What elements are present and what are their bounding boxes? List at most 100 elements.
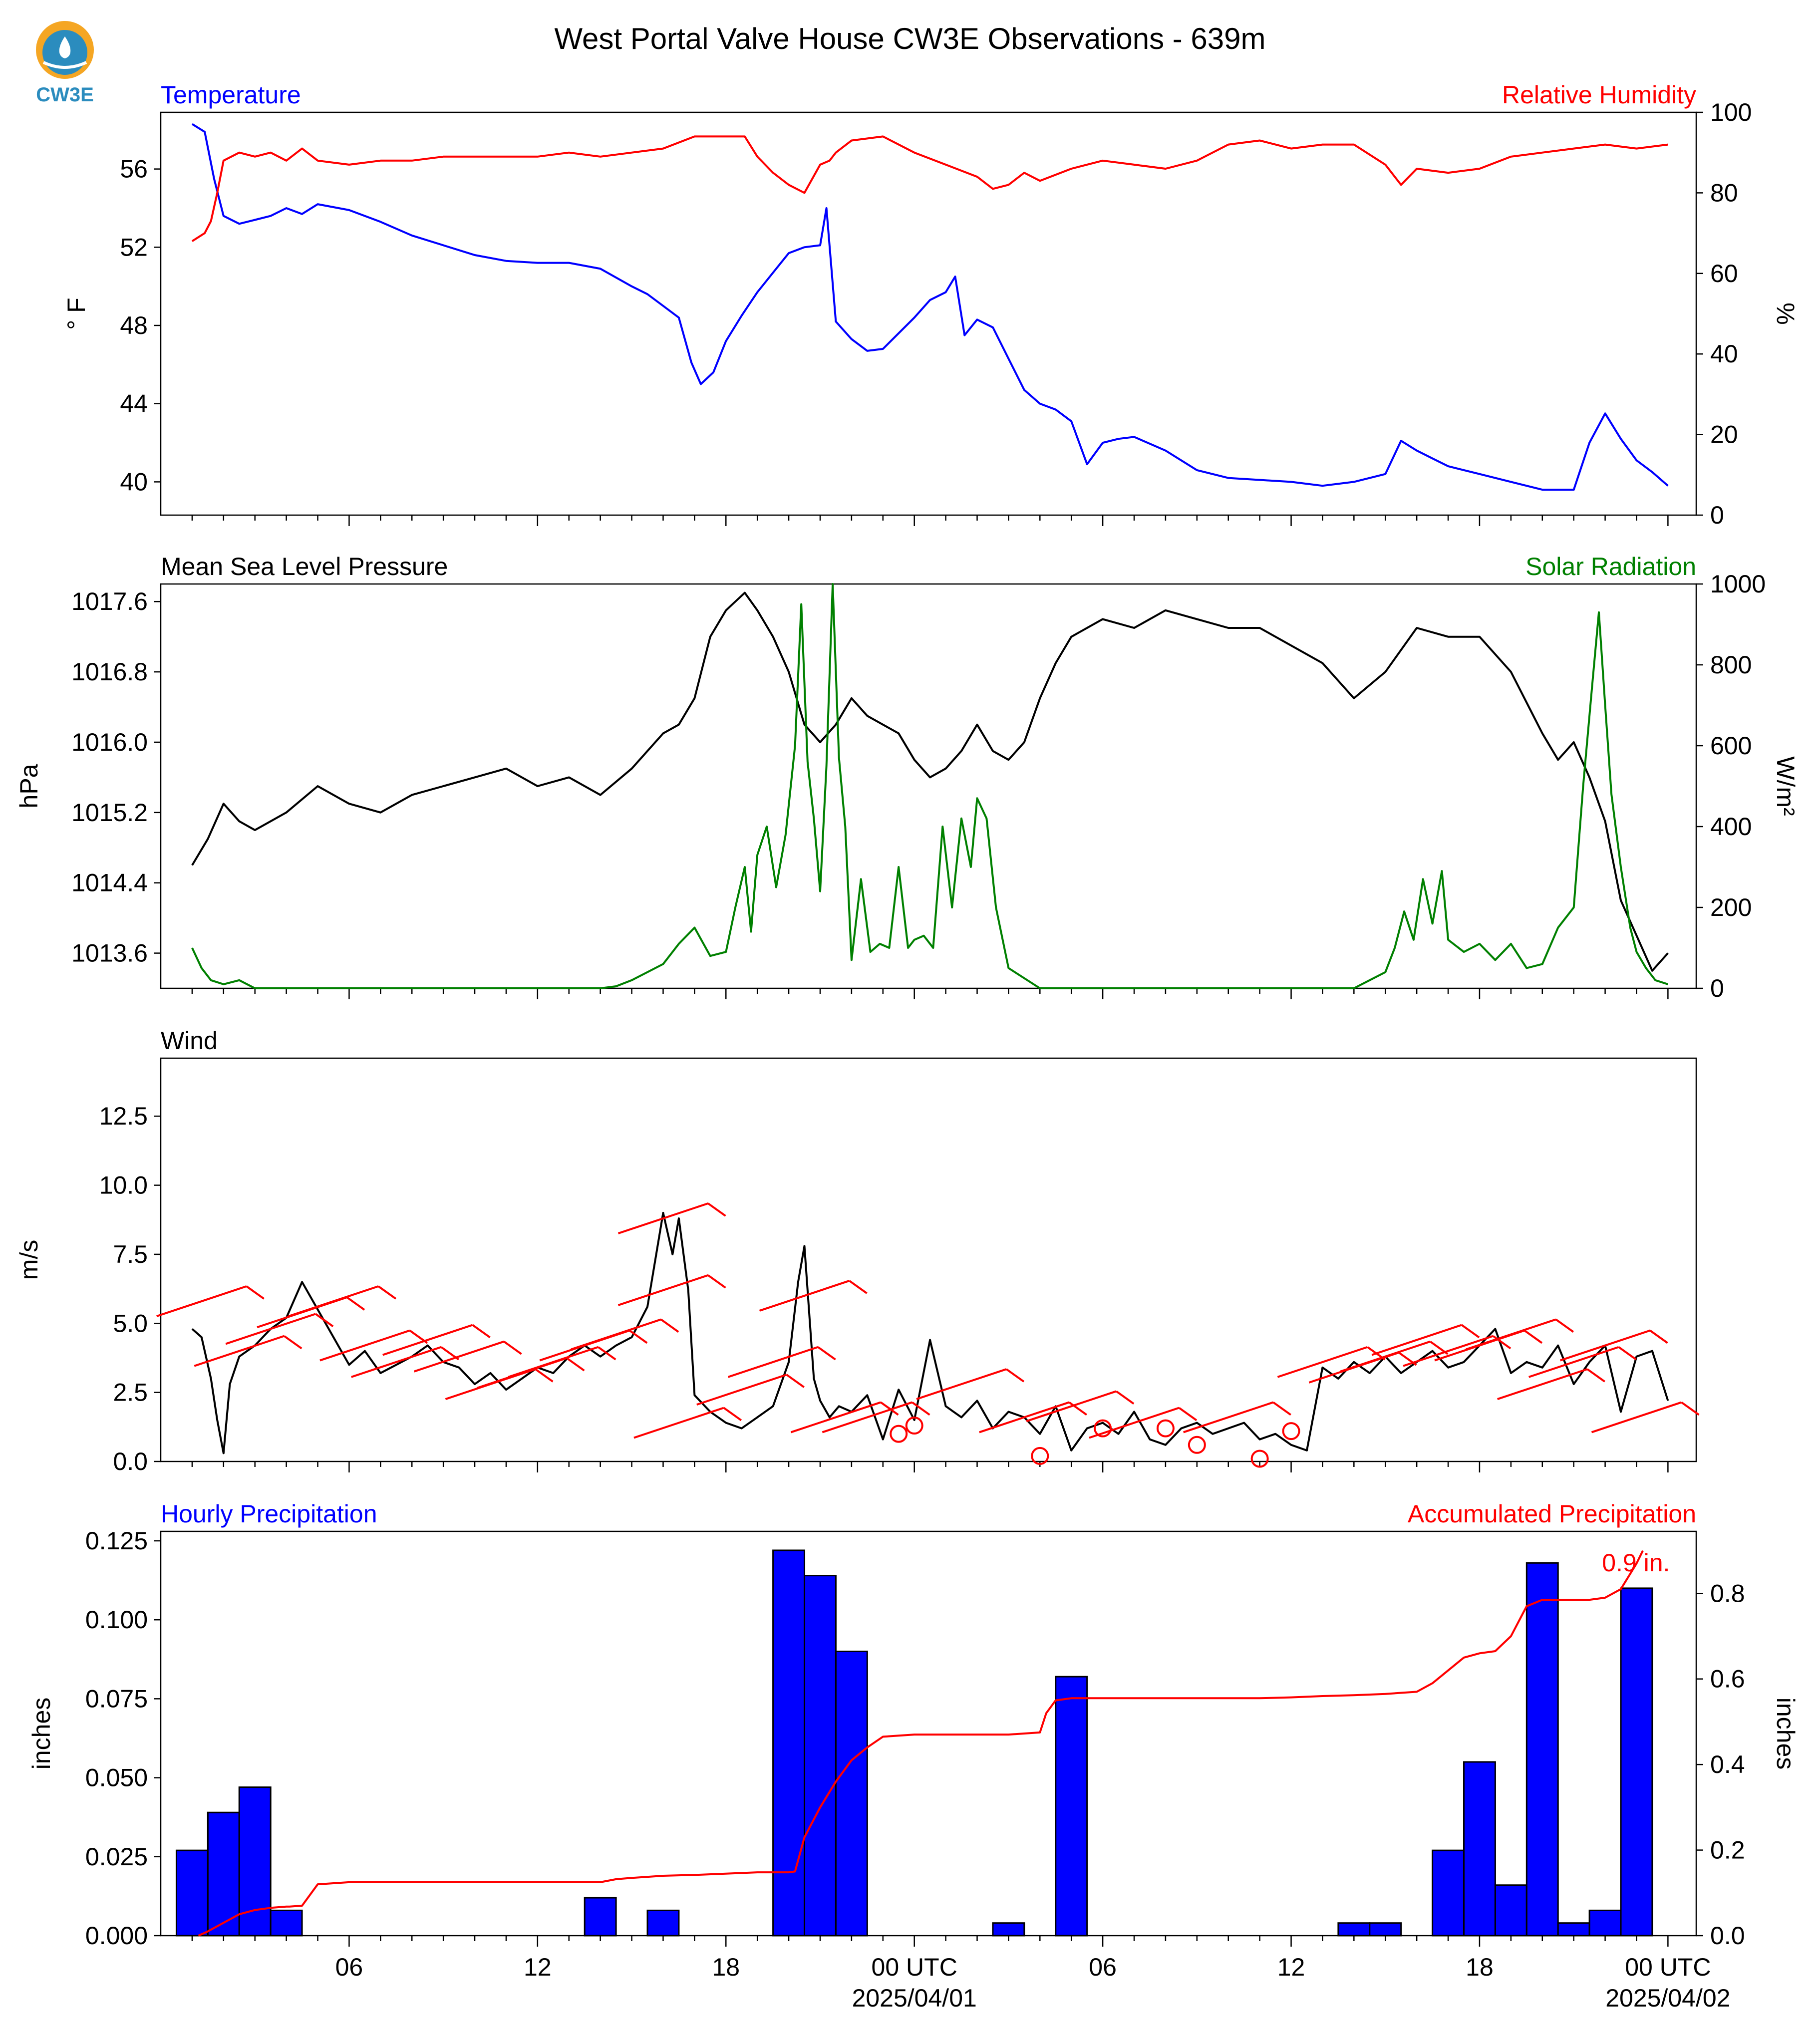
barb-shaft [979, 1401, 1070, 1434]
barb-shaft [822, 1401, 912, 1434]
y-tick-label: 0.050 [85, 1764, 148, 1792]
y-tick-label: 12.5 [99, 1102, 148, 1130]
wind-barb [156, 1285, 265, 1317]
precip-bar [1557, 1922, 1590, 1937]
y-right-tick-label: 0.2 [1710, 1836, 1745, 1864]
y-tick-label: 1014.4 [71, 869, 148, 897]
barb-shaft [156, 1285, 247, 1317]
panel-left-title: Mean Sea Level Pressure [161, 553, 448, 580]
wind-barb [413, 1340, 522, 1373]
y-tick-label: 0.025 [85, 1843, 148, 1871]
y-tick-label: 1016.8 [71, 658, 148, 686]
calm-circle [1156, 1419, 1175, 1438]
wind-barb [445, 1368, 554, 1400]
barb-shaft [617, 1274, 709, 1306]
wind-barb [617, 1274, 726, 1306]
barb-flag [786, 1374, 805, 1388]
barb-flag [1618, 1346, 1637, 1361]
barb-flag [1272, 1401, 1291, 1416]
wind-barb [571, 1318, 679, 1351]
y-tick-label: 0.0 [113, 1448, 148, 1475]
wind-barb [1559, 1329, 1668, 1362]
wind-barb [1466, 1318, 1574, 1351]
barb-shaft [1466, 1318, 1556, 1351]
y-tick-label: 7.5 [113, 1240, 148, 1268]
y-tick-label: 0.125 [85, 1527, 148, 1555]
y-tick-label: 1015.2 [71, 799, 148, 827]
y-right-tick-label: 400 [1710, 813, 1752, 841]
wind-barb [1528, 1346, 1637, 1378]
logo-drop-icon [59, 36, 71, 58]
x-tick-label: 00 UTC [1625, 1953, 1711, 1981]
y-tick-label: 40 [120, 468, 148, 496]
panel-left-title: Wind [161, 1027, 218, 1055]
barb-flag [723, 1407, 742, 1422]
y-right-tick-label: 60 [1710, 260, 1738, 288]
y-right-tick-label: 80 [1710, 179, 1738, 207]
calm-circle [1282, 1422, 1300, 1441]
barb-shaft [319, 1329, 410, 1362]
panel-left-title: Temperature [161, 81, 301, 109]
barb-shaft [1183, 1401, 1274, 1434]
y-right-tick-label: 0.8 [1710, 1579, 1745, 1607]
wind-barb [1497, 1368, 1605, 1400]
barb-shaft [571, 1318, 661, 1351]
wind-barb [1591, 1401, 1700, 1434]
barb-shaft [1089, 1407, 1180, 1439]
y-right-tick-label: 0.0 [1710, 1922, 1745, 1950]
barb-shaft [194, 1335, 285, 1367]
precip-bar [1337, 1922, 1371, 1937]
wind-barb [1188, 1436, 1206, 1454]
barb-flag [880, 1401, 899, 1416]
calm-circle [1031, 1447, 1049, 1465]
barb-flag [1555, 1318, 1574, 1333]
wind-barb [194, 1335, 303, 1367]
plot-frame [160, 1057, 1697, 1462]
calm-circle [1250, 1449, 1269, 1468]
barb-flag [1005, 1368, 1025, 1383]
barb-shaft [633, 1407, 724, 1439]
precip-bar [175, 1849, 209, 1937]
barb-flag [1492, 1335, 1512, 1350]
wind-barb [1026, 1390, 1135, 1423]
x-tick-label: 06 [1089, 1953, 1117, 1981]
y-right-tick-label: 0.4 [1710, 1750, 1745, 1778]
barb-flag [1461, 1324, 1480, 1339]
precip-bar [1432, 1849, 1465, 1937]
cw3e-logo: CW3E [36, 21, 94, 105]
panel-4: Hourly Precipitation Accumulated Precipit… [27, 1500, 1800, 2012]
x-tick-label: 12 [1277, 1953, 1305, 1981]
y-right-tick-label: 1000 [1710, 570, 1766, 598]
wind-barb [257, 1296, 365, 1329]
y-right-axis-label: W/m² [1772, 756, 1800, 816]
plot-frame [160, 583, 1697, 989]
precip-bar [1525, 1562, 1559, 1937]
barb-flag [1116, 1390, 1135, 1405]
barb-flag [346, 1296, 365, 1311]
y-tick-label: 56 [120, 155, 148, 183]
barb-shaft [1528, 1346, 1619, 1378]
wind-barb [1031, 1447, 1049, 1465]
panel-3: Wind 0.0 2.5 5.0 7.5 10.0 12.5 m/s [15, 1027, 1700, 1475]
barb-flag [629, 1329, 648, 1344]
barb-shaft [413, 1340, 505, 1373]
y-right-tick-label: 600 [1710, 732, 1752, 760]
y-right-tick-label: 0.6 [1710, 1665, 1745, 1693]
wind-barb [696, 1374, 805, 1406]
y-right-tick-label: 200 [1710, 893, 1752, 921]
x-date-label: 2025/04/01 [852, 1984, 977, 2012]
barb-flag [707, 1274, 726, 1289]
wind-barb [979, 1401, 1088, 1434]
barb-shaft [1497, 1368, 1588, 1400]
barb-shaft [790, 1401, 882, 1434]
calm-circle [1094, 1419, 1112, 1438]
barb-flag [817, 1346, 836, 1361]
barb-flag [377, 1285, 397, 1300]
x-tick-label: 06 [335, 1953, 363, 1981]
precip-bar [1588, 1909, 1622, 1937]
precip-bar [1055, 1676, 1088, 1937]
barb-shaft [617, 1202, 709, 1234]
panel-right-title: Relative Humidity [1502, 81, 1696, 109]
calm-circle [905, 1417, 923, 1435]
y-tick-label: 2.5 [113, 1379, 148, 1407]
